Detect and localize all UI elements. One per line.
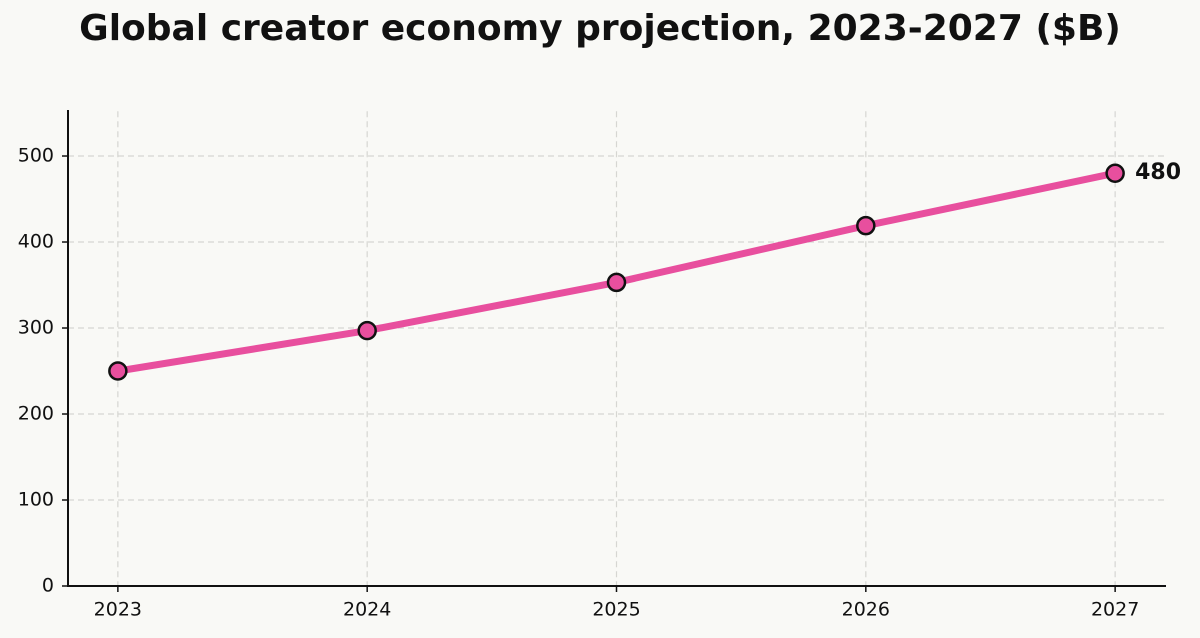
x-tick-label: 2024 — [343, 599, 391, 621]
y-tick-label: 500 — [18, 145, 54, 167]
point — [357, 320, 377, 341]
point — [606, 272, 627, 293]
y-tick-label: 100 — [18, 489, 54, 511]
y-tick-label: 300 — [18, 317, 54, 339]
chart-title: Global creator economy projection, 2023-… — [79, 8, 1121, 49]
data-label: 480 — [1135, 160, 1181, 185]
x-tick-label: 2023 — [94, 599, 142, 621]
y-tick-label: 400 — [18, 231, 54, 253]
point — [856, 215, 876, 236]
x-tick-label: 2025 — [592, 599, 640, 621]
y-tick-label: 200 — [18, 403, 54, 425]
x-tick-label: 2027 — [1091, 599, 1139, 621]
point — [1105, 163, 1125, 183]
y-tick-label: 0 — [42, 575, 54, 597]
point — [108, 361, 128, 381]
x-tick-label: 2026 — [842, 599, 890, 621]
grid — [68, 111, 1165, 586]
